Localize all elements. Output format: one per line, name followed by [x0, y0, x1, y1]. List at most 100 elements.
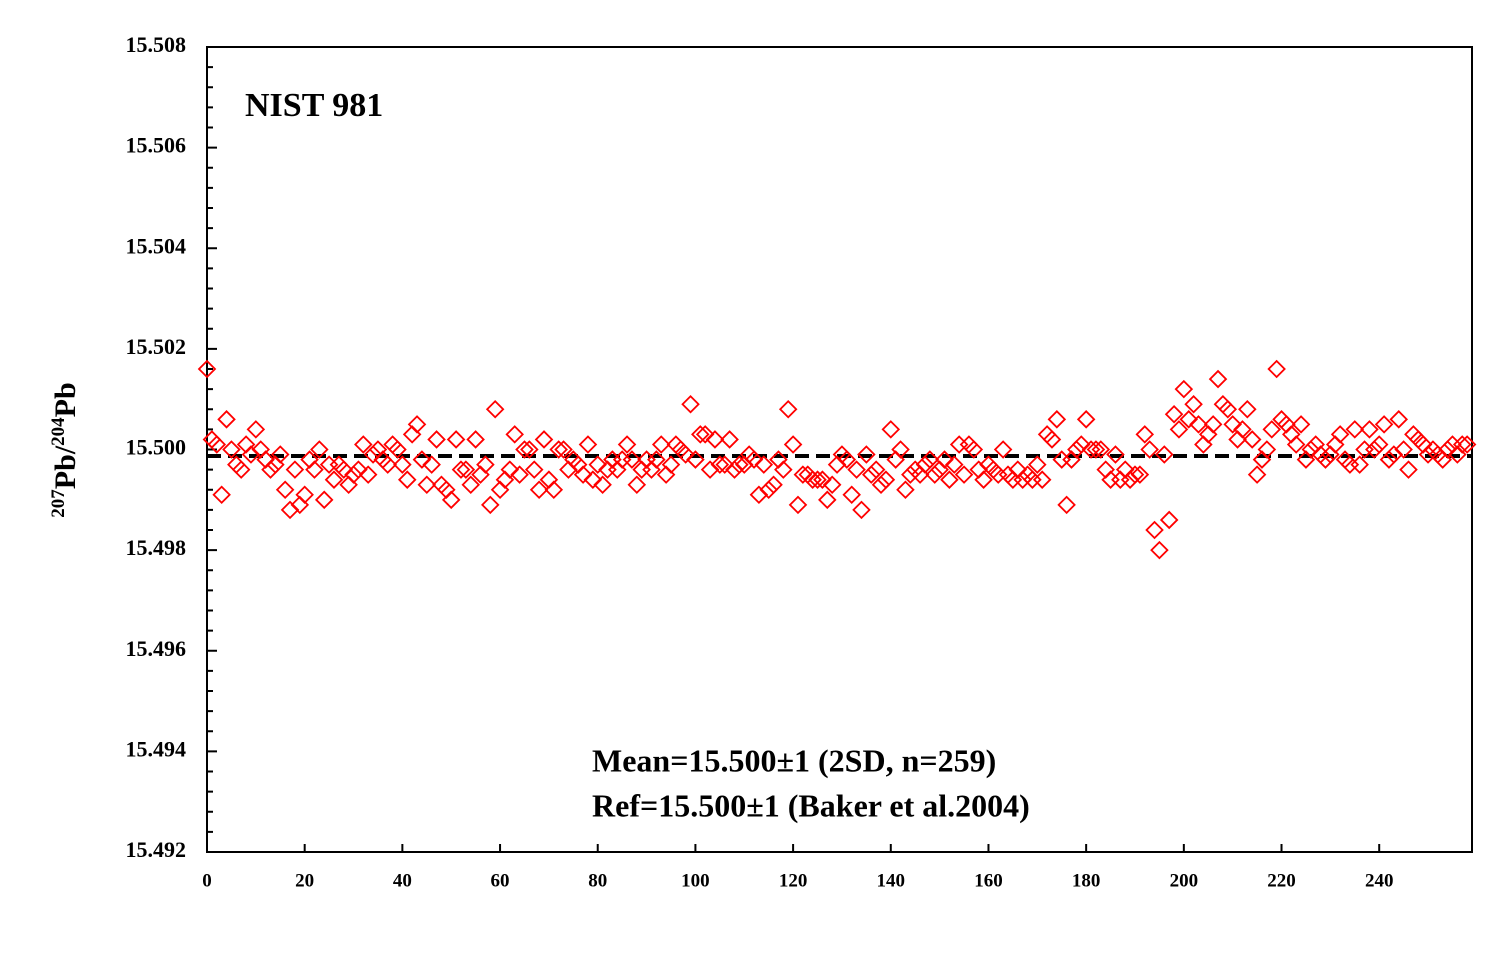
- data-point: [529, 480, 549, 500]
- data-point: [1325, 435, 1345, 454]
- x-tick-label: 120: [779, 870, 808, 891]
- data-point: [500, 460, 520, 479]
- data-point: [1194, 435, 1213, 454]
- data-point: [925, 465, 945, 484]
- data-point: [446, 430, 466, 449]
- data-point: [1155, 445, 1174, 464]
- data-point: [578, 435, 598, 454]
- data-point: [769, 450, 788, 469]
- data-point: [1189, 415, 1208, 434]
- y-label-part: 207: [48, 489, 69, 518]
- data-point: [686, 450, 705, 469]
- data-point: [227, 455, 246, 474]
- data-point: [661, 455, 681, 474]
- data-point: [857, 445, 876, 464]
- data-point: [505, 425, 524, 444]
- y-label-part: Pb/: [49, 445, 82, 489]
- annotation: Ref=15.500±1 (Baker et al.2004): [592, 787, 1030, 823]
- data-point: [554, 440, 573, 459]
- data-point: [510, 465, 529, 484]
- data-point: [324, 470, 344, 489]
- data-point: [1184, 394, 1203, 414]
- y-tick-label: 15.496: [126, 636, 187, 661]
- x-tick-label: 40: [393, 870, 412, 891]
- data-point: [783, 435, 803, 454]
- data-point: [1360, 420, 1379, 439]
- data-point: [715, 455, 734, 474]
- data-point: [275, 480, 295, 500]
- data-point: [1330, 425, 1350, 444]
- data-point: [622, 450, 642, 469]
- data-point: [393, 455, 412, 474]
- data-point: [1316, 450, 1335, 469]
- data-point: [847, 460, 866, 479]
- data-point: [534, 430, 554, 449]
- data-point: [422, 455, 441, 474]
- data-point: [891, 440, 910, 459]
- data-point: [1345, 420, 1365, 439]
- x-tick-label: 100: [681, 870, 710, 891]
- data-point: [935, 450, 954, 469]
- data-point: [705, 430, 725, 449]
- data-point: [881, 420, 901, 439]
- data-point: [354, 435, 373, 454]
- data-point: [974, 470, 993, 489]
- data-point: [759, 480, 778, 500]
- data-point: [1213, 394, 1233, 414]
- data-point: [954, 465, 974, 484]
- data-point: [1130, 465, 1150, 484]
- data-point: [1076, 410, 1096, 429]
- data-point: [612, 450, 632, 469]
- y-tick-label: 15.500: [126, 435, 187, 460]
- data-point: [1179, 410, 1198, 429]
- data-point: [603, 450, 622, 469]
- data-point: [1101, 470, 1120, 489]
- data-point: [236, 435, 256, 454]
- data-point: [485, 399, 505, 419]
- data-point: [1252, 450, 1272, 469]
- data-point: [861, 465, 881, 484]
- data-point: [1438, 440, 1457, 459]
- data-point: [1164, 405, 1184, 424]
- y-tick-label: 15.502: [126, 334, 187, 359]
- data-point: [388, 440, 407, 459]
- data-point: [1086, 440, 1106, 459]
- data-point: [319, 455, 339, 474]
- data-point: [813, 470, 832, 489]
- data-point: [407, 415, 427, 434]
- data-point: [871, 475, 891, 494]
- data-point: [1301, 440, 1321, 459]
- y-label-part: 204: [48, 417, 69, 446]
- data-point: [451, 460, 471, 479]
- data-point: [461, 475, 481, 494]
- data-point: [852, 500, 871, 520]
- data-point: [920, 450, 940, 469]
- data-point: [344, 465, 363, 484]
- y-label-part: Pb: [49, 382, 82, 417]
- data-point: [1374, 415, 1394, 434]
- data-point: [329, 455, 349, 474]
- data-point: [310, 440, 329, 459]
- data-point: [544, 480, 564, 500]
- data-point: [1247, 465, 1267, 484]
- data-point: [1257, 440, 1277, 459]
- data-point: [1062, 450, 1081, 469]
- data-point: [778, 399, 798, 419]
- data-point: [437, 480, 456, 500]
- data-point: [764, 475, 783, 494]
- data-point: [1394, 440, 1413, 459]
- data-point: [588, 455, 608, 474]
- data-point: [607, 460, 627, 479]
- data-point: [695, 425, 715, 444]
- y-axis-label: 207Pb/204Pb: [48, 382, 82, 517]
- y-tick-label: 15.506: [126, 133, 187, 158]
- data-point: [363, 445, 383, 464]
- data-point: [207, 435, 227, 454]
- x-tick-label: 0: [202, 870, 212, 891]
- data-point: [842, 485, 861, 505]
- data-point: [222, 440, 241, 459]
- data-point: [1003, 470, 1023, 489]
- data-point: [427, 430, 446, 449]
- data-point: [720, 430, 739, 449]
